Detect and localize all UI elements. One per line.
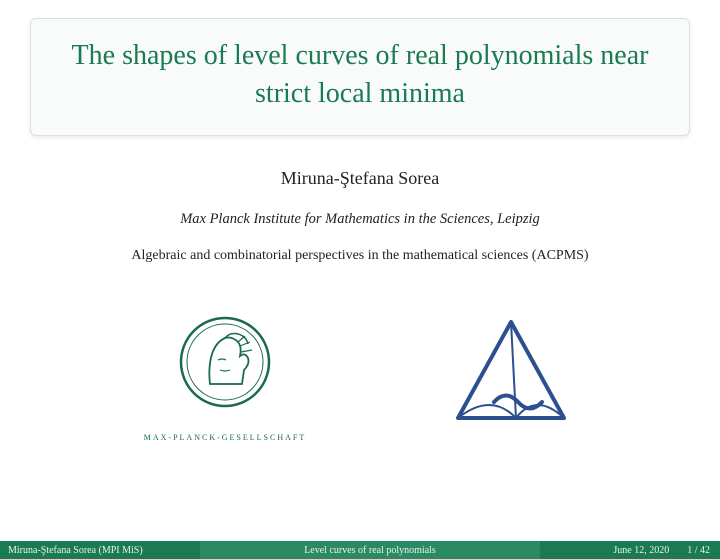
footer-date: June 12, 2020 xyxy=(613,545,669,556)
event-line: Algebraic and combinatorial perspectives… xyxy=(0,248,720,264)
mpg-logo: MAX-PLANCK-GESELLSCHAFT xyxy=(144,312,306,442)
slide-title: The shapes of level curves of real polyn… xyxy=(51,37,669,113)
minerva-icon xyxy=(170,312,280,422)
tetrahedron-icon xyxy=(446,314,576,434)
author: Miruna-Ştefana Sorea xyxy=(0,168,720,189)
footer-title: Level curves of real polynomials xyxy=(200,541,540,559)
footer-bar: Miruna-Ştefana Sorea (MPI MiS) Level cur… xyxy=(0,541,720,559)
footer-page: 1 / 42 xyxy=(687,545,710,556)
affiliation: Max Planck Institute for Mathematics in … xyxy=(0,211,720,228)
mis-logo xyxy=(446,314,576,439)
footer-right: June 12, 2020 1 / 42 xyxy=(540,541,720,559)
logos-row: MAX-PLANCK-GESELLSCHAFT xyxy=(0,312,720,442)
mpg-caption: MAX-PLANCK-GESELLSCHAFT xyxy=(144,433,306,442)
title-box: The shapes of level curves of real polyn… xyxy=(30,18,690,136)
footer-author: Miruna-Ştefana Sorea (MPI MiS) xyxy=(0,545,200,556)
